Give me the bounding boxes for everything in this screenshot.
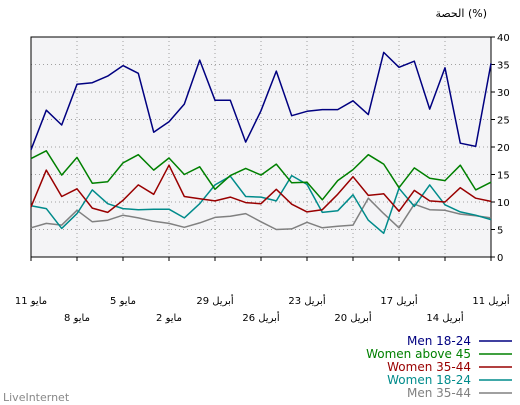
legend-label-1: Women above 45 [366, 347, 471, 361]
series-line-0 [30, 51, 492, 151]
x-tick-label-top-3: 29 أبريل [196, 294, 234, 307]
footer-brand: LiveInternet [3, 391, 70, 404]
x-tick-label-top-4: 5 مايو [110, 296, 136, 307]
x-tick-label-bottom-1: 20 أبريل [334, 311, 372, 324]
y-tick-label-5: 25 [497, 116, 510, 127]
y-axis-ticks: 0 5 10 15 20 25 30 35 40 [491, 33, 510, 264]
y-tick-label-6: 30 [497, 88, 510, 99]
series-line-3 [30, 174, 492, 235]
x-tick-label-bottom-4: 8 مايو [64, 313, 90, 324]
y-tick-label-3: 15 [497, 171, 510, 182]
y-tick-label-8: 40 [497, 33, 510, 44]
x-tick-label-top-5: 11 مايو [15, 296, 47, 307]
x-tick-label-bottom-0: 14 أبريل [426, 311, 464, 324]
series-lines [30, 51, 492, 235]
x-tick-label-bottom-3: 2 مايو [156, 313, 182, 324]
x-tick-label-bottom-2: 26 أبريل [242, 311, 280, 324]
x-tick-label-top-2: 23 أبريل [288, 294, 326, 307]
series-line-4 [30, 197, 492, 231]
legend-label-2: Women 35-44 [387, 360, 471, 374]
x-axis-ticks: 11 أبريل 17 أبريل 23 أبريل 29 أبريل 5 مايو 11… [15, 257, 510, 324]
legend-label-4: Men 35-44 [407, 386, 471, 400]
legend-label-3: Women 18-24 [387, 373, 471, 387]
x-tick-label-top-0: 11 أبريل [472, 294, 510, 307]
series-line-2 [30, 164, 492, 214]
grid [31, 37, 491, 257]
x-tick-label-top-1: 17 أبريل [380, 294, 418, 307]
y-tick-label-4: 20 [497, 143, 510, 154]
y-tick-label-0: 0 [497, 253, 503, 264]
y-tick-label-1: 5 [497, 226, 503, 237]
series-line-1 [30, 150, 492, 201]
y-tick-label-2: 10 [497, 198, 510, 209]
y-tick-label-7: 35 [497, 61, 510, 72]
legend-label-0: Men 18-24 [407, 334, 471, 348]
y-axis-label: الحصة (%) [436, 7, 488, 20]
